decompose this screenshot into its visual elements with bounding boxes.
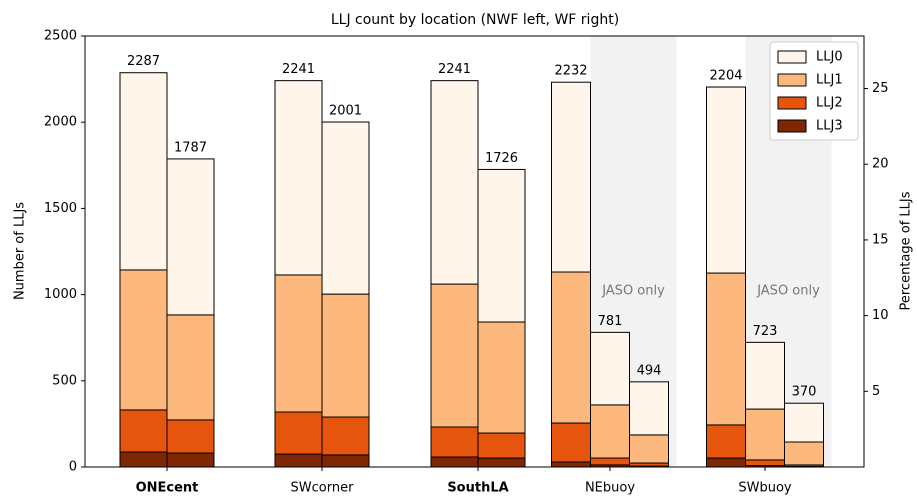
total-label: 370 <box>792 385 817 400</box>
bar-segment <box>166 452 215 468</box>
bar-segment <box>477 168 526 323</box>
bar-segment <box>430 80 479 285</box>
x-tick-label: SWcorner <box>291 481 355 496</box>
plot-frame <box>84 35 865 468</box>
y2-tick-label: 10 <box>872 308 889 323</box>
bar-segment <box>745 459 785 467</box>
x-tick-label: ONEcent <box>136 481 199 496</box>
bar-segment <box>430 426 479 458</box>
legend-label: LLJ1 <box>816 73 843 88</box>
y2-tick-label: 5 <box>872 384 880 399</box>
total-label: 2287 <box>127 54 160 69</box>
bar-segment <box>166 419 215 454</box>
bar-segment <box>477 457 526 468</box>
total-label: 2001 <box>329 104 362 119</box>
y2-axis-label: Percentage of LLJs <box>899 191 914 310</box>
total-label: 723 <box>753 324 778 339</box>
bar-segment <box>321 121 370 295</box>
bar-segment <box>706 272 746 426</box>
bar-segment <box>477 432 526 459</box>
bar-segment <box>477 321 526 434</box>
annotation: JASO only <box>756 284 820 299</box>
bar-segment <box>745 408 785 461</box>
legend-swatch <box>777 119 807 133</box>
total-label: 494 <box>637 363 662 378</box>
annotation: JASO only <box>601 284 665 299</box>
total-label: 781 <box>598 314 623 329</box>
legend-label: LLJ3 <box>816 119 843 134</box>
bar-segment <box>430 283 479 428</box>
bar-segment <box>590 457 630 466</box>
legend-box <box>769 41 859 141</box>
bar-segment <box>274 80 323 276</box>
bar-segment <box>274 411 323 455</box>
bar-segment <box>551 81 591 273</box>
y-tick-label: 2000 <box>44 115 77 130</box>
bar-segment <box>551 271 591 424</box>
legend-swatch <box>777 50 807 64</box>
bar-segment <box>706 457 746 468</box>
total-label: 1726 <box>485 151 518 166</box>
bar-segment <box>119 269 168 411</box>
bar-segment <box>784 402 824 443</box>
chart-title: LLJ count by location (NWF left, WF righ… <box>331 12 619 28</box>
legend-label: LLJ2 <box>816 96 843 111</box>
legend-label: LLJ0 <box>816 50 843 65</box>
y-tick-label: 500 <box>52 373 77 388</box>
y-tick-label: 1500 <box>44 201 77 216</box>
bar-segment <box>321 293 370 418</box>
bar-segment <box>430 456 479 468</box>
bar-segment <box>706 86 746 274</box>
total-label: 2204 <box>709 69 742 84</box>
bar-segment <box>551 461 591 468</box>
total-label: 2241 <box>438 62 471 77</box>
x-tick-label: SouthLA <box>447 481 508 496</box>
bar-segment <box>629 434 669 464</box>
bar-segment <box>274 453 323 468</box>
legend-swatch <box>777 73 807 87</box>
legend-swatch <box>777 96 807 110</box>
y2-tick-label: 15 <box>872 232 889 247</box>
bar-segment <box>321 416 370 456</box>
bar-segment <box>784 441 824 466</box>
y2-tick-label: 20 <box>872 157 889 172</box>
total-label: 1787 <box>174 140 207 155</box>
bar-segment <box>119 451 168 468</box>
bar-segment <box>590 404 630 459</box>
bar-segment <box>119 409 168 453</box>
x-tick-label: NEbuoy <box>585 481 635 496</box>
y2-tick-label: 25 <box>872 81 889 96</box>
y-tick-label: 0 <box>69 460 77 475</box>
total-label: 2232 <box>554 64 587 79</box>
bar-segment <box>551 422 591 463</box>
bar-segment <box>166 158 215 316</box>
y-axis-label: Number of LLJs <box>13 202 28 300</box>
y-tick-label: 1000 <box>44 287 77 302</box>
bar-segment <box>745 341 785 410</box>
y-tick-label: 2500 <box>44 29 77 44</box>
bar-segment <box>119 72 168 271</box>
bar-segment <box>590 331 630 406</box>
total-label: 2241 <box>282 62 315 77</box>
bar-segment <box>706 424 746 459</box>
bar-segment <box>274 274 323 413</box>
bar-segment <box>321 454 370 468</box>
x-tick-label: SWbuoy <box>738 481 792 496</box>
bar-segment <box>629 381 669 436</box>
bar-segment <box>166 314 215 421</box>
